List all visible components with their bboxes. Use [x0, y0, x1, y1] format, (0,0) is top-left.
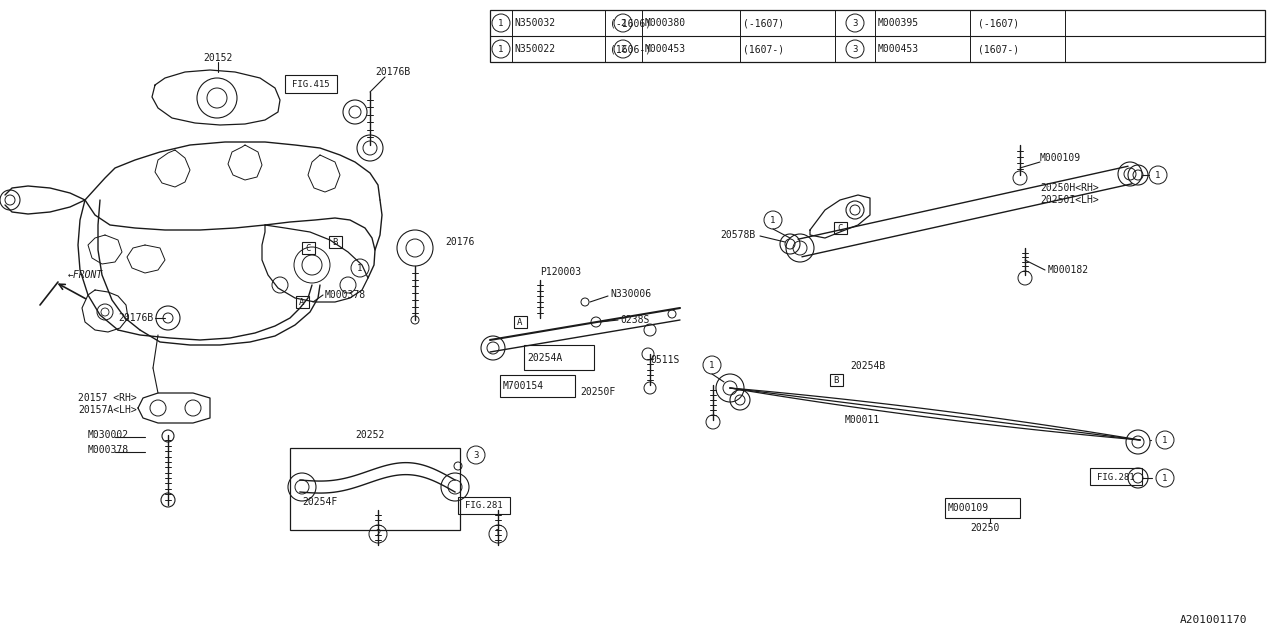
Text: 1: 1	[498, 19, 504, 28]
Text: 20250F: 20250F	[580, 387, 616, 397]
Text: 1: 1	[771, 216, 776, 225]
Text: FIG.281: FIG.281	[1097, 472, 1135, 481]
Text: 1: 1	[1162, 435, 1167, 445]
Text: 20152: 20152	[204, 53, 233, 63]
Text: A: A	[300, 298, 305, 307]
Bar	[524, 345, 594, 370]
Text: M030002: M030002	[88, 430, 129, 440]
Text: M000182: M000182	[1048, 265, 1089, 275]
Text: 1: 1	[709, 360, 714, 369]
Text: 1: 1	[498, 45, 504, 54]
Text: M000453: M000453	[645, 44, 686, 54]
Text: 2: 2	[621, 45, 626, 54]
Text: 20250H<RH>: 20250H<RH>	[1039, 183, 1098, 193]
Bar	[329, 236, 342, 248]
Text: M000378: M000378	[88, 445, 129, 455]
Bar	[500, 375, 575, 397]
Text: 20176B: 20176B	[375, 67, 411, 77]
Text: 20176B: 20176B	[118, 313, 154, 323]
Text: C: C	[837, 223, 842, 232]
Text: 20254B: 20254B	[850, 361, 886, 371]
Bar	[1091, 468, 1142, 485]
Text: 20578B: 20578B	[721, 230, 755, 240]
Text: 20250: 20250	[970, 523, 1000, 533]
Text: 1: 1	[357, 264, 362, 273]
Text: M000109: M000109	[1039, 153, 1082, 163]
Text: (1606-): (1606-)	[611, 44, 652, 54]
Text: 20254F: 20254F	[302, 497, 337, 507]
Text: 20250I<LH>: 20250I<LH>	[1039, 195, 1098, 205]
Text: B: B	[833, 376, 838, 385]
Bar	[829, 374, 842, 386]
Text: 2: 2	[375, 529, 380, 538]
Text: 0511S: 0511S	[650, 355, 680, 365]
Text: FIG.281: FIG.281	[465, 500, 503, 509]
Text: M000109: M000109	[948, 503, 989, 513]
Text: 20157 <RH>: 20157 <RH>	[78, 393, 137, 403]
Text: C: C	[306, 243, 311, 253]
Text: (-1606): (-1606)	[611, 18, 652, 28]
Text: (-1607): (-1607)	[978, 18, 1019, 28]
Text: 20176: 20176	[445, 237, 475, 247]
Bar	[945, 498, 1020, 518]
Text: (-1607): (-1607)	[742, 18, 785, 28]
Bar	[291, 448, 460, 530]
Text: 20157A<LH>: 20157A<LH>	[78, 405, 137, 415]
Text: M000380: M000380	[645, 18, 686, 28]
Text: ←FRONT: ←FRONT	[68, 270, 104, 280]
Text: 3: 3	[474, 451, 479, 460]
Bar	[490, 10, 1265, 62]
Text: P120003: P120003	[540, 267, 581, 277]
Text: 20252: 20252	[355, 430, 384, 440]
Bar	[513, 316, 526, 328]
Text: N330006: N330006	[611, 289, 652, 299]
Text: (1607-): (1607-)	[742, 44, 785, 54]
Text: 3: 3	[852, 19, 858, 28]
Text: 2: 2	[621, 19, 626, 28]
Text: M000378: M000378	[325, 290, 366, 300]
Text: 0238S: 0238S	[620, 315, 649, 325]
Bar	[302, 242, 315, 254]
Text: A: A	[517, 317, 522, 326]
Bar	[458, 497, 509, 514]
Text: 1: 1	[495, 529, 500, 538]
Text: M00011: M00011	[845, 415, 881, 425]
Bar	[833, 222, 846, 234]
Text: 1: 1	[1156, 170, 1161, 179]
Text: 20254A: 20254A	[527, 353, 562, 363]
Text: M700154: M700154	[503, 381, 544, 391]
Text: M000453: M000453	[878, 44, 919, 54]
Text: (1607-): (1607-)	[978, 44, 1019, 54]
Text: FIG.415: FIG.415	[292, 79, 330, 88]
Text: M000395: M000395	[878, 18, 919, 28]
Text: B: B	[333, 237, 338, 246]
Bar	[296, 296, 308, 308]
Text: 1: 1	[1162, 474, 1167, 483]
Text: N350022: N350022	[515, 44, 556, 54]
Text: A201001170: A201001170	[1180, 615, 1248, 625]
Text: 3: 3	[852, 45, 858, 54]
Bar	[285, 75, 337, 93]
Text: N350032: N350032	[515, 18, 556, 28]
